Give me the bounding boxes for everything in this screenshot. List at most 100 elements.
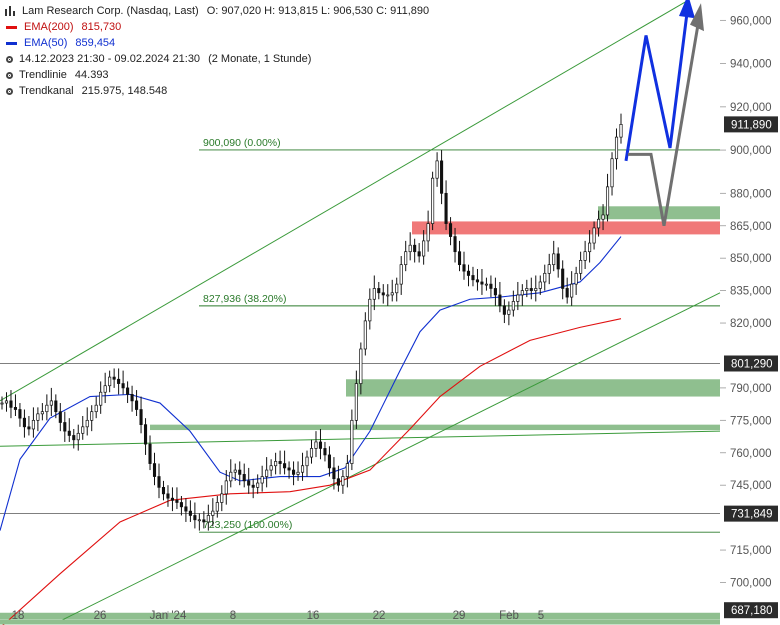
candle-body-91 xyxy=(408,244,412,253)
candle-body-126 xyxy=(565,288,569,298)
candle-body-49 xyxy=(220,493,224,503)
candle-body-57 xyxy=(256,482,260,488)
legend-trendline: Trendlinie 44.393 xyxy=(4,67,429,83)
candle-body-99 xyxy=(444,192,448,224)
candle-body-135 xyxy=(605,186,610,216)
candle-body-132 xyxy=(592,227,596,244)
x-tick-label-1: 26 xyxy=(94,610,107,622)
price-tag-bg-1 xyxy=(724,355,778,372)
candle-body-0 xyxy=(0,402,4,405)
range-detail: (2 Monate, 1 Stunde) xyxy=(208,53,312,65)
x-tick-label-6: 29 xyxy=(453,610,466,622)
candle-body-52 xyxy=(233,469,237,473)
candle-body-20 xyxy=(90,411,94,421)
trendline-value: 44.393 xyxy=(74,69,109,81)
candle-body-117 xyxy=(525,288,529,291)
candle-body-62 xyxy=(278,461,282,464)
y-tick-label-2: 745,000 xyxy=(730,480,772,492)
candle-body-22 xyxy=(99,391,103,406)
candle-body-67 xyxy=(300,465,305,473)
candle-body-41 xyxy=(184,506,188,512)
candle-body-114 xyxy=(511,301,515,311)
fib-label-0: 900,090 (0.00%) xyxy=(203,137,281,149)
candle-body-127 xyxy=(570,283,574,298)
candlestick-icon xyxy=(4,6,18,16)
fib-label-2: 723,250 (100.00%) xyxy=(203,519,292,531)
candle-body-128 xyxy=(574,272,578,285)
price-tag-3: 687,180 xyxy=(731,605,773,617)
candle-body-116 xyxy=(520,290,524,296)
x-tick-label-2: Jan '24 xyxy=(150,610,187,622)
candle-body-90 xyxy=(404,251,408,266)
candle-body-26 xyxy=(117,378,121,384)
candle-body-34 xyxy=(152,463,157,477)
zone-green-3 xyxy=(150,424,720,431)
candle-body-98 xyxy=(440,160,444,194)
candle-body-71 xyxy=(318,441,323,449)
candle-body-9 xyxy=(40,411,44,415)
candle-body-51 xyxy=(229,471,233,482)
candle-body-40 xyxy=(179,502,183,508)
candle-body-74 xyxy=(332,467,336,480)
candle-body-50 xyxy=(224,480,228,495)
candle-body-39 xyxy=(175,499,179,503)
y-tick-label-1: 715,000 xyxy=(730,545,772,557)
candle-body-72 xyxy=(323,448,327,456)
candle-body-29 xyxy=(130,394,134,402)
trend-channel-upper xyxy=(0,0,690,402)
candle-body-70 xyxy=(314,441,318,449)
x-tick-label-3: 8 xyxy=(230,610,236,622)
candle-body-73 xyxy=(327,454,331,469)
clock-icon xyxy=(6,55,13,63)
candle-body-82 xyxy=(368,298,372,322)
y-tick-label-9: 865,000 xyxy=(730,221,772,233)
candle-body-15 xyxy=(67,430,71,436)
candle-body-92 xyxy=(413,244,417,253)
candle-body-77 xyxy=(345,463,349,477)
y-tick-label-7: 835,000 xyxy=(730,286,772,298)
candle-body-59 xyxy=(265,469,269,477)
x-tick-label-8: 5 xyxy=(538,610,544,622)
y-tick-label-12: 920,000 xyxy=(730,102,772,114)
candle-body-107 xyxy=(480,281,484,285)
candle-body-60 xyxy=(269,465,273,471)
candle-body-88 xyxy=(395,283,399,294)
candle-body-48 xyxy=(215,502,219,512)
chart-legend: Lam Research Corp. (Nasdaq, Last) O: 907… xyxy=(4,3,429,99)
candle-body-118 xyxy=(529,288,533,291)
legend-ema50: EMA(50) 859,454 xyxy=(4,35,429,51)
price-tag-1: 801,290 xyxy=(731,358,773,370)
ema50-label: EMA(50) xyxy=(24,37,68,49)
candle-body-80 xyxy=(359,348,363,384)
candle-body-121 xyxy=(543,272,547,283)
candle-body-13 xyxy=(58,411,62,423)
candle-body-122 xyxy=(547,264,551,274)
candle-body-42 xyxy=(188,510,192,516)
date-range: 14.12.2023 21:30 - 09.02.2024 21:30 xyxy=(19,53,201,65)
candle-body-38 xyxy=(170,497,174,501)
candle-body-5 xyxy=(22,417,26,428)
ema50-value: 859,454 xyxy=(75,37,116,49)
y-tick-label-5: 790,000 xyxy=(730,383,772,395)
y-tick-label-14: 960,000 xyxy=(730,15,772,27)
candle-body-33 xyxy=(148,443,152,464)
candle-body-95 xyxy=(426,223,430,242)
candle-body-2 xyxy=(9,400,13,408)
candle-body-12 xyxy=(54,400,58,413)
y-tick-label-6: 820,000 xyxy=(730,318,772,330)
candle-body-120 xyxy=(538,281,542,289)
candle-body-108 xyxy=(484,283,488,286)
candle-body-10 xyxy=(45,404,49,413)
candle-body-46 xyxy=(206,515,210,523)
candle-body-58 xyxy=(260,476,264,484)
x-tick-label-0: 18 xyxy=(12,610,25,622)
candle-body-69 xyxy=(309,448,314,458)
candle-body-104 xyxy=(466,270,471,276)
candle-body-106 xyxy=(475,279,480,283)
candle-body-28 xyxy=(126,387,130,395)
candle-body-1 xyxy=(4,400,9,404)
ema200-value: 815,730 xyxy=(81,21,122,33)
candle-body-87 xyxy=(390,292,394,296)
candle-body-16 xyxy=(72,435,76,441)
